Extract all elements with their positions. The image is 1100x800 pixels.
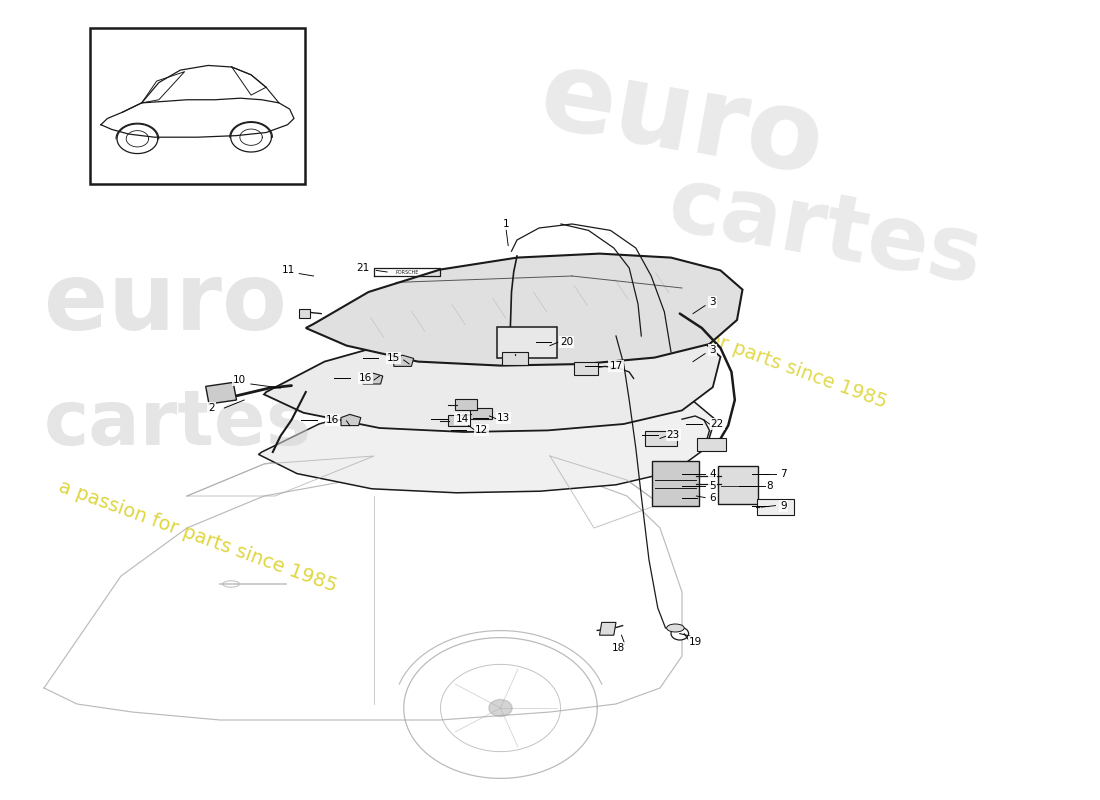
Text: 4: 4 [710,469,716,478]
Text: cartes: cartes [661,161,989,303]
Circle shape [671,627,689,640]
Text: 16: 16 [359,373,372,382]
Text: 23: 23 [667,430,680,440]
Text: 22: 22 [711,419,724,429]
Text: 9: 9 [780,501,786,510]
Text: 7: 7 [780,469,786,478]
Text: 11: 11 [282,266,295,275]
Text: 3: 3 [710,298,716,307]
FancyBboxPatch shape [470,408,492,419]
Text: 8: 8 [767,481,773,490]
Text: 1: 1 [503,219,509,229]
Text: 21: 21 [356,263,370,273]
Text: PORSCHE: PORSCHE [395,270,419,274]
Text: a passion for parts since 1985: a passion for parts since 1985 [606,293,890,411]
FancyBboxPatch shape [645,431,676,446]
FancyBboxPatch shape [502,352,528,365]
Text: euro: euro [44,258,287,350]
Polygon shape [258,385,715,493]
Text: 5: 5 [710,481,716,490]
FancyBboxPatch shape [718,466,758,504]
Text: 10: 10 [233,375,246,385]
FancyBboxPatch shape [574,362,598,375]
Text: 14: 14 [455,414,469,424]
Polygon shape [600,622,616,635]
Text: 13: 13 [497,414,510,423]
Polygon shape [206,382,236,404]
FancyBboxPatch shape [497,327,557,358]
Text: 6: 6 [710,493,716,502]
Text: 12: 12 [475,425,488,434]
Bar [299,309,310,318]
Circle shape [488,699,513,717]
Polygon shape [306,254,742,366]
Polygon shape [394,355,414,366]
FancyBboxPatch shape [652,461,698,506]
Text: 19: 19 [689,637,702,646]
Text: a passion for parts since 1985: a passion for parts since 1985 [56,477,340,595]
Ellipse shape [667,624,684,632]
Polygon shape [264,322,720,432]
FancyBboxPatch shape [757,499,794,515]
Text: euro: euro [532,42,832,198]
Text: 15: 15 [387,353,400,362]
Text: 16: 16 [326,415,339,425]
Text: 20: 20 [560,337,573,346]
FancyBboxPatch shape [455,399,477,410]
FancyBboxPatch shape [448,415,470,426]
FancyBboxPatch shape [697,438,726,451]
Polygon shape [341,414,361,426]
Text: 2: 2 [208,403,214,413]
Text: 17: 17 [609,362,623,371]
Bar [90,28,305,184]
Text: 3: 3 [710,346,716,355]
Text: cartes: cartes [44,387,312,461]
Text: 18: 18 [612,643,625,653]
Polygon shape [363,373,383,384]
